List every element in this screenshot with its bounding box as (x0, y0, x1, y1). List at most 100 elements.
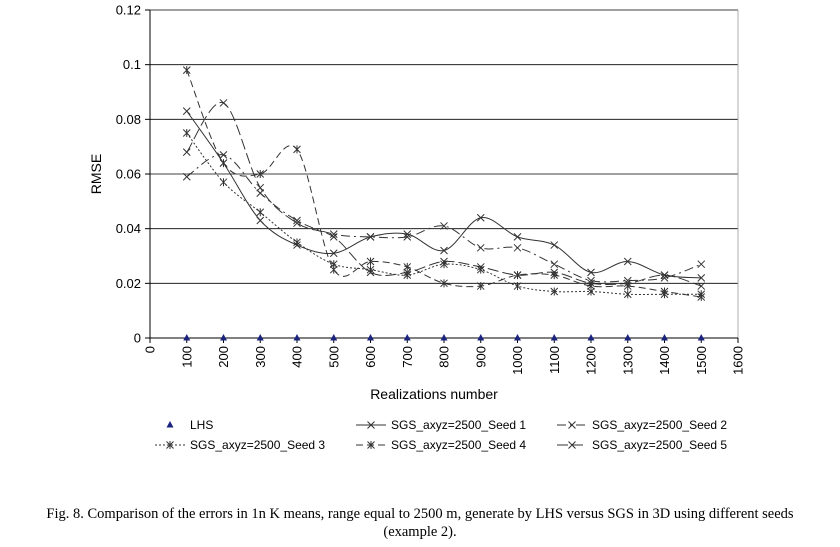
data-point (220, 334, 227, 341)
data-point (182, 148, 191, 156)
x-tick-label: 1200 (584, 346, 599, 375)
data-point (550, 241, 559, 249)
data-point (623, 279, 632, 288)
data-point (330, 334, 338, 341)
y-tick-label: 0.06 (116, 167, 141, 182)
x-tick-label: 1500 (694, 346, 709, 375)
x-tick-label: 1400 (657, 346, 672, 375)
legend-entry: SGS_axyz=2500_Seed 4 (356, 438, 526, 452)
data-point (329, 233, 338, 241)
caption-line-2: (example 2). (383, 524, 457, 540)
data-point (513, 243, 522, 252)
x-tick-label: 800 (437, 346, 452, 368)
legend-label: LHS (190, 418, 213, 432)
legend: LHS SGS_axyz=2500_Seed 1 SGS_axyz=2500_See… (155, 418, 727, 452)
data-point (183, 334, 191, 341)
x-tick-label: 600 (363, 346, 378, 368)
series-line (186, 154, 702, 283)
legend-marker (367, 441, 375, 449)
data-point (661, 334, 668, 341)
data-point (660, 271, 669, 279)
data-point (293, 219, 301, 228)
data-point (697, 293, 706, 301)
data-point (697, 274, 706, 282)
legend-entry: LHS (166, 418, 213, 432)
data-point (513, 282, 522, 291)
data-point (623, 257, 632, 266)
data-point (293, 238, 301, 247)
data-point (660, 287, 669, 296)
data-point (182, 107, 191, 115)
y-tick-label: 0 (134, 331, 141, 346)
data-point (477, 334, 485, 341)
data-point (403, 233, 412, 241)
legend-label: SGS_axyz=2500_Seed 2 (592, 418, 727, 432)
data-point (476, 263, 485, 271)
x-tick-label: 200 (216, 346, 231, 368)
data-point (329, 249, 338, 258)
data-point (366, 233, 375, 241)
legend-entry: SGS_axyz=2500_Seed 1 (356, 418, 526, 432)
legend-marker (166, 421, 174, 428)
data-point (513, 271, 522, 279)
data-point (587, 268, 595, 277)
data-point (219, 151, 228, 159)
gridlines (150, 9, 738, 284)
legend-marker (568, 441, 576, 449)
data-point (440, 334, 448, 341)
legend-label: SGS_axyz=2500_Seed 5 (592, 438, 727, 452)
data-point (587, 276, 595, 285)
data-point (514, 334, 521, 341)
y-tick-label: 0.08 (116, 112, 141, 127)
x-tick-label: 1300 (620, 346, 635, 375)
legend-entry: SGS_axyz=2500_Seed 3 (155, 438, 325, 452)
data-point (403, 230, 412, 238)
data-point (256, 170, 265, 178)
data-point (513, 233, 522, 241)
data-point (256, 334, 264, 341)
x-tick-labels: 0 100 200 300 400 500 600 700 800 900 1000 1100 1200… (143, 346, 746, 375)
data-point (329, 265, 338, 274)
y-tick-labels: 0 0.02 0.04 0.06 0.08 0.1 0.12 (116, 3, 141, 346)
y-tick-label: 0.12 (116, 3, 141, 18)
y-tick-label: 0.04 (116, 221, 141, 236)
x-axis-title: Realizations number (370, 386, 498, 402)
data-point (256, 216, 265, 225)
data-point (624, 334, 632, 341)
data-point (219, 178, 228, 187)
data-point (476, 243, 485, 252)
x-tick-label: 900 (473, 346, 488, 368)
data-point (366, 257, 375, 266)
series-4 (182, 129, 706, 299)
data-point (697, 282, 706, 290)
data-point (440, 222, 448, 230)
legend-entry: SGS_axyz=2500_Seed 5 (557, 438, 727, 452)
legend-marker (367, 421, 375, 429)
data-point (476, 213, 485, 222)
legend-marker (568, 421, 576, 429)
data-point (623, 290, 632, 299)
data-point (182, 129, 191, 137)
data-point (293, 145, 301, 154)
caption-line-1: Fig. 8. Comparison of the errors in 1n K… (46, 506, 794, 522)
x-tick-label: 700 (400, 346, 415, 368)
axes (145, 9, 739, 343)
data-point (697, 334, 705, 341)
data-point (329, 230, 338, 238)
x-tick-label: 400 (290, 346, 305, 368)
data-point (403, 334, 411, 341)
data-point (440, 257, 448, 266)
data-point (293, 334, 301, 341)
data-point (550, 287, 559, 296)
series-1 (183, 334, 705, 341)
series-6 (182, 99, 706, 290)
data-point (366, 268, 375, 277)
data-point (182, 172, 191, 181)
series-line (186, 69, 702, 298)
data-point (587, 279, 595, 288)
x-tick-label: 1100 (547, 346, 562, 374)
legend-entry: SGS_axyz=2500_Seed 2 (557, 418, 727, 432)
series-lines (182, 66, 706, 341)
y-axis-title: RMSE (88, 154, 104, 194)
rmse-line-chart: 0 0.02 0.04 0.06 0.08 0.1 0.12 0 100 200 300 400 50… (88, 3, 746, 453)
